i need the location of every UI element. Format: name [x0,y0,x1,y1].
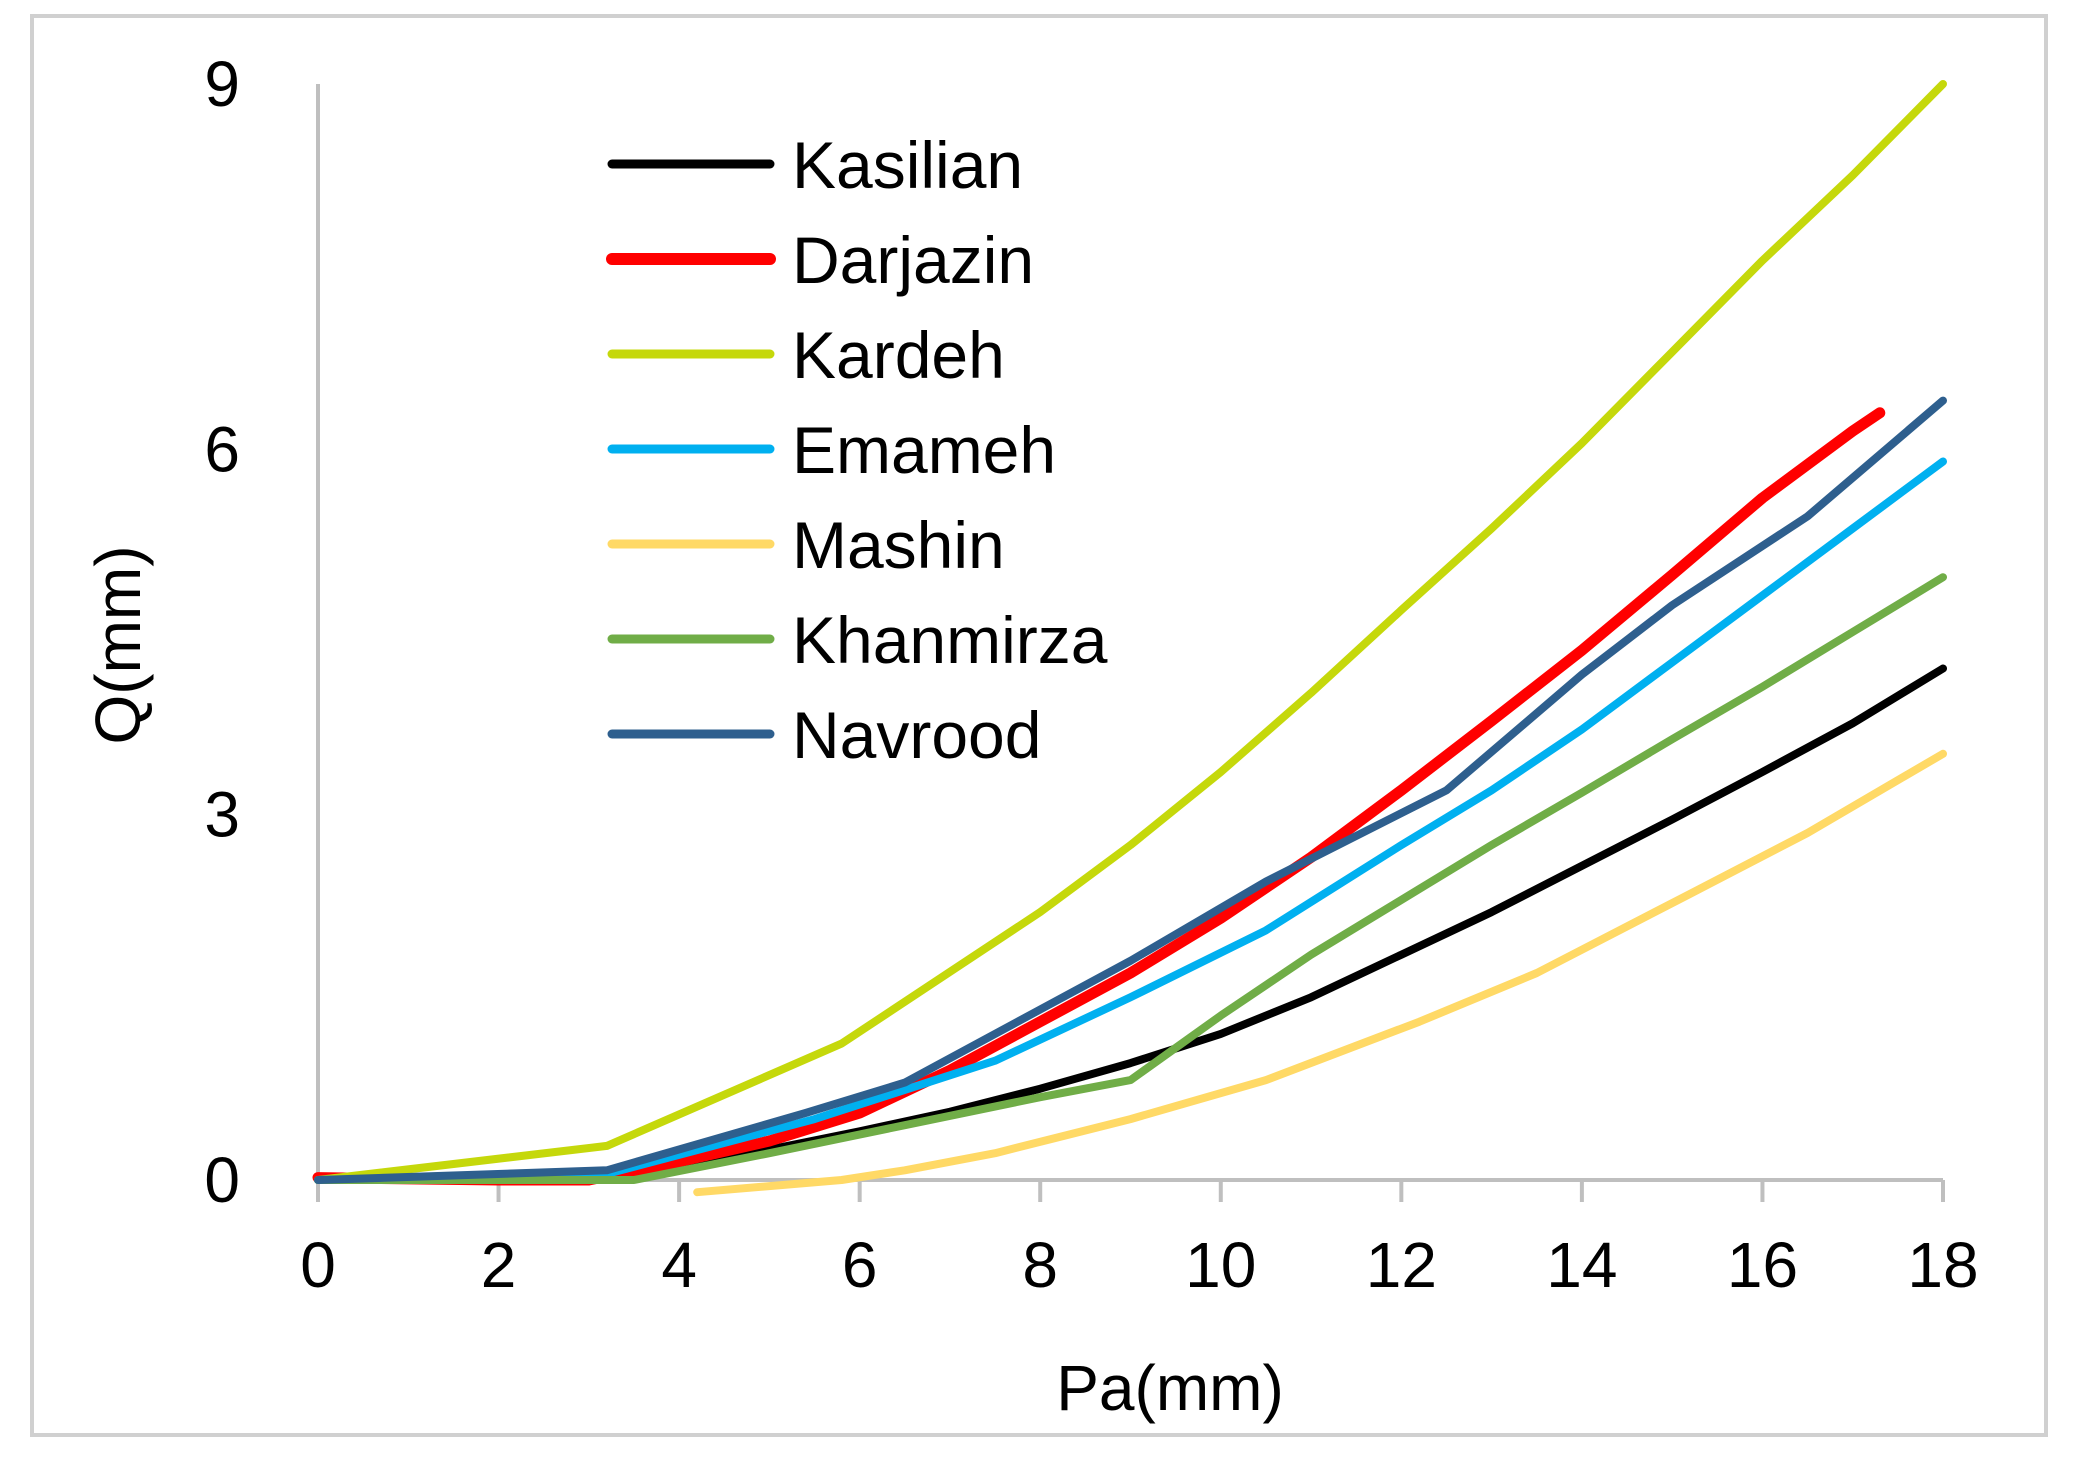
series-line-kasilian [314,664,1947,1184]
legend-label-emameh: Emameh [792,413,1056,487]
series-group [312,80,1947,1197]
x-tick-label: 0 [300,1229,336,1301]
legend-label-khanmirza: Khanmirza [792,603,1108,677]
x-axis-title: Pa(mm) [1056,1352,1284,1424]
y-tick-label: 3 [204,779,240,851]
x-tick-label: 10 [1185,1229,1256,1301]
legend-label-darjazin: Darjazin [792,223,1034,297]
y-axis-title: Q(mm) [82,545,154,744]
legend-label-kardeh: Kardeh [792,318,1005,392]
series-line-darjazin [312,407,1886,1186]
x-tick-label: 16 [1727,1229,1798,1301]
x-tick-label: 14 [1546,1229,1617,1301]
series-line-mashin [693,749,1947,1197]
y-ticks: 0 3 6 9 [204,48,240,1216]
series-line-navrood [314,396,1947,1184]
legend: Kasilian Darjazin Kardeh Emameh Mashin Khanmi… [606,128,1108,772]
x-tick-label: 18 [1907,1229,1978,1301]
y-tick-label: 0 [204,1144,240,1216]
x-tick-label: 8 [1022,1229,1058,1301]
legend-label-navrood: Navrood [792,698,1041,772]
series-line-emameh [314,457,1947,1184]
x-tick-label: 4 [661,1229,697,1301]
x-tick-label: 6 [842,1229,878,1301]
axes [316,84,1943,1182]
y-tick-label: 9 [204,48,240,120]
x-tick-label: 12 [1366,1229,1437,1301]
series-line-kardeh [314,80,1947,1184]
x-tick-label: 2 [481,1229,517,1301]
legend-label-kasilian: Kasilian [792,128,1023,202]
y-tick-label: 6 [204,413,240,485]
x-ticks: 0 2 4 6 8 10 12 14 16 18 [300,1180,1979,1301]
series-line-khanmirza [314,573,1947,1184]
legend-label-mashin: Mashin [792,508,1005,582]
